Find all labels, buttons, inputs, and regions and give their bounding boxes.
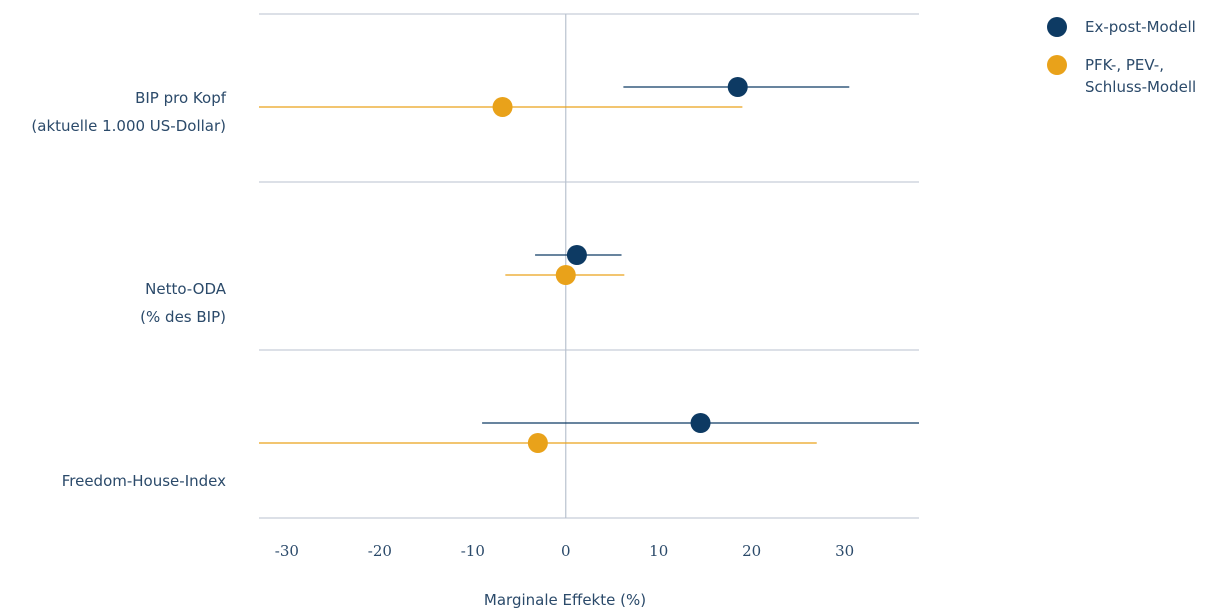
point-series1-row2 [527,433,548,453]
confidence-intervals [259,86,919,444]
legend: Ex-post-Modell PFK-, PEV-, Schluss-Modell [1047,17,1196,96]
x-tick-label-4: 10 [649,542,668,560]
x-tick-label-1: -20 [368,542,392,560]
x-axis-label: Marginale Effekte (%) [484,591,646,609]
point-series0-row0 [727,77,748,97]
x-axis-ticks: -30 -20 -10 0 10 20 30 [275,542,854,560]
point-series1-row0 [492,97,513,117]
x-tick-label-5: 20 [742,542,761,560]
row-label-1-line-1: (% des BIP) [140,308,226,326]
legend-label-0-line-0: Ex-post-Modell [1085,18,1196,36]
point-series1-row1 [555,265,576,285]
x-tick-label-0: -30 [275,542,299,560]
row-label-1-line-0: Netto-ODA [145,280,227,298]
legend-marker-0 [1047,17,1067,37]
legend-label-1-line-1: Schluss-Modell [1085,78,1196,96]
point-series0-row2 [690,413,711,433]
row-label-0-line-1: (aktuelle 1.000 US-Dollar) [31,117,226,135]
point-estimates [492,77,748,453]
row-label-2-line-0: Freedom-House-Index [62,472,226,490]
row-separators [259,13,919,519]
row-labels: BIP pro Kopf (aktuelle 1.000 US-Dollar) Ne… [31,89,226,490]
row-label-0-line-0: BIP pro Kopf [135,89,227,107]
x-tick-label-6: 30 [835,542,854,560]
legend-marker-1 [1047,55,1067,75]
point-series0-row1 [566,245,587,265]
legend-label-1-line-0: PFK-, PEV-, [1085,56,1164,74]
x-tick-label-3: 0 [561,542,571,560]
x-tick-label-2: -10 [461,542,485,560]
